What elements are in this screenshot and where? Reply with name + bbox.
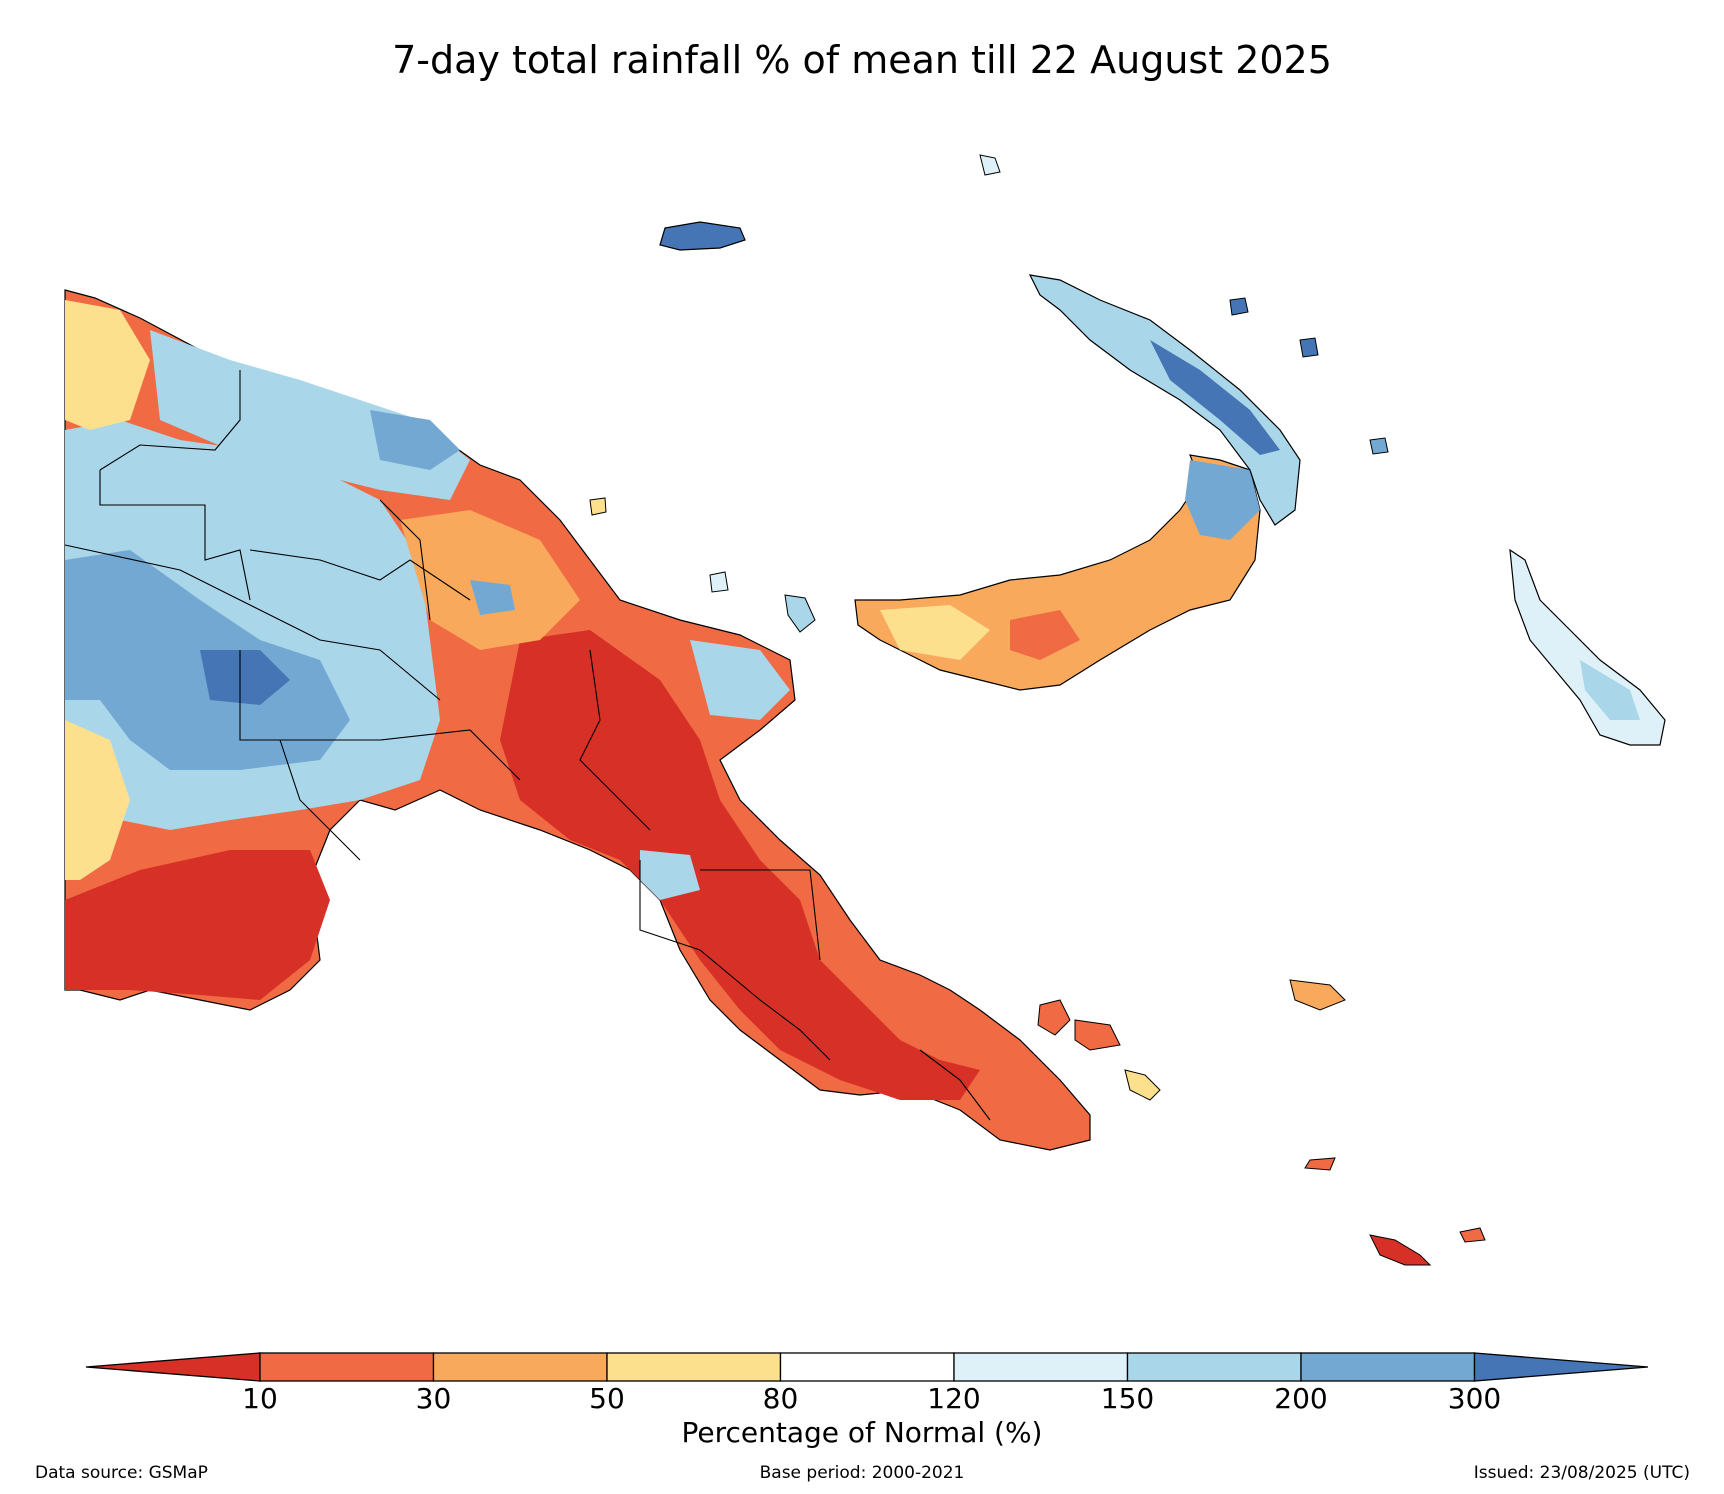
colorbar-label: Percentage of Normal (%) [681,1416,1043,1449]
wet-east-coast [690,640,790,720]
issued-date-note: Issued: 23/08/2025 (UTC) [1473,1463,1690,1483]
milne-bay-islands [1037,979,1486,1266]
colorbar-bin [259,1352,435,1382]
dry-central [500,630,980,1100]
bougainville [1509,548,1666,746]
data-source-note: Data source: GSMaP [35,1463,208,1483]
colorbar-bin [432,1352,608,1382]
colorbar-bin [953,1352,1129,1382]
mixed-central [400,510,580,650]
colorbar-over-arrow [1473,1352,1649,1382]
map-title: 7-day total rainfall % of mean till 22 A… [392,38,1332,82]
manus-island [659,221,746,251]
colorbar-under-arrow [85,1352,261,1382]
colorbar-bin [779,1352,955,1382]
base-period-note: Base period: 2000-2021 [759,1463,965,1483]
wet-south-highland [640,850,700,900]
bougainville-wet [1580,660,1640,720]
mainland [64,289,1091,1151]
dry-south-west [65,850,330,1000]
colorbar [85,1352,1649,1382]
colorbar-bin [1126,1352,1302,1382]
wet-core-north [370,410,460,470]
colorbar-bin [606,1352,782,1382]
province-borders [64,370,991,1121]
new-britain [854,454,1261,691]
wet-highland-peak [470,580,515,615]
northern-islets [589,154,1389,633]
near-normal-nw [65,300,150,430]
wet-peak-west [200,650,290,705]
new-ireland [1028,274,1301,526]
near-normal-sw [65,720,130,880]
colorbar-bin [1300,1352,1476,1382]
